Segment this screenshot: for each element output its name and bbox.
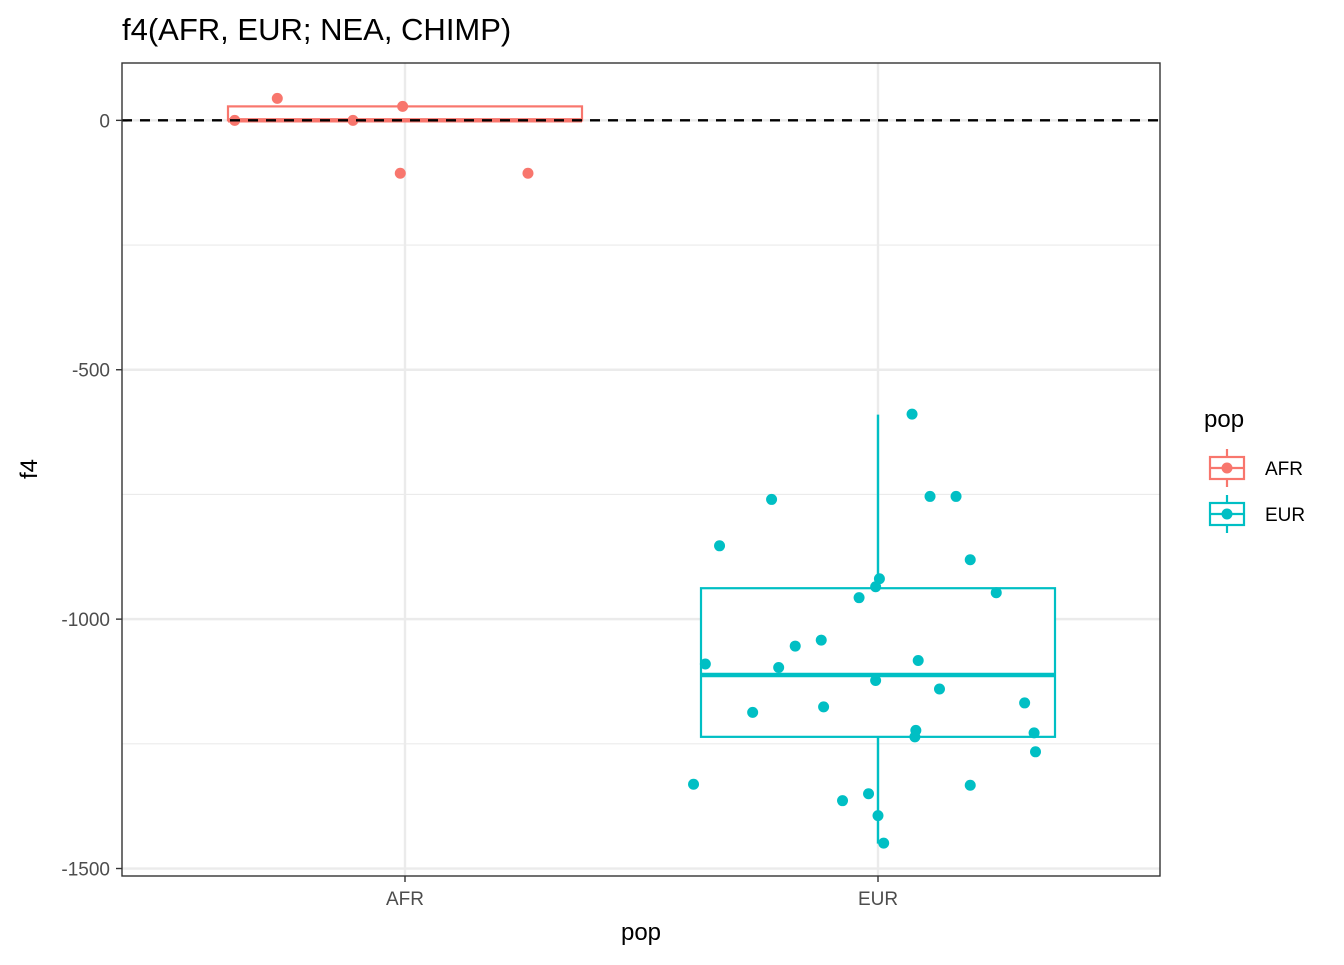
data-point [964, 779, 976, 791]
data-point [872, 810, 884, 822]
data-point [878, 837, 890, 849]
y-tick-label: 0 [99, 111, 110, 132]
data-point [1030, 746, 1042, 758]
data-point [747, 706, 759, 718]
data-point [1019, 697, 1031, 709]
x-axis-label: pop [621, 919, 661, 946]
legend-label: EUR [1265, 505, 1305, 526]
series-afr [229, 92, 534, 179]
chart-title: f4(AFR, EUR; NEA, CHIMP) [122, 12, 511, 47]
data-point [906, 408, 918, 420]
plot-area: 0 -500 -1000 -1500 AFR EUR [61, 62, 1161, 910]
data-point [853, 592, 865, 604]
data-point [522, 167, 534, 179]
data-point [397, 100, 409, 112]
data-point [924, 490, 936, 502]
data-point [870, 674, 882, 686]
data-point [910, 724, 922, 736]
y-tick-label: -1500 [61, 860, 110, 881]
data-point [789, 640, 801, 652]
data-point [990, 587, 1002, 599]
data-point [773, 662, 785, 674]
data-point [818, 701, 830, 713]
data-point [271, 92, 283, 104]
legend: pop AFR EUR [1204, 406, 1305, 533]
y-axis-label: f4 [16, 459, 43, 479]
series-eur [688, 408, 1042, 849]
data-point [714, 540, 726, 552]
data-point [699, 658, 711, 670]
legend-key-point [1221, 462, 1233, 474]
x-tick-label: AFR [386, 889, 424, 910]
legend-entry-afr: AFR [1208, 449, 1303, 487]
data-point [1028, 727, 1040, 739]
legend-title: pop [1204, 406, 1244, 433]
data-point [863, 788, 875, 800]
y-tick-label: -500 [72, 361, 110, 382]
y-tick-label: -1000 [61, 610, 110, 631]
data-point [950, 490, 962, 502]
data-point [347, 114, 359, 126]
data-point [912, 655, 924, 667]
box-eur [699, 414, 1057, 844]
data-point [815, 634, 827, 646]
data-point [688, 778, 700, 790]
data-point [837, 795, 849, 807]
legend-entry-eur: EUR [1208, 495, 1305, 533]
panel-border [121, 62, 1161, 877]
x-tick-label: EUR [858, 889, 898, 910]
data-point [964, 554, 976, 566]
data-point [766, 493, 778, 505]
legend-label: AFR [1265, 459, 1303, 480]
panel-background [122, 63, 1160, 876]
data-point [394, 167, 406, 179]
data-point [933, 683, 945, 695]
legend-key-point [1221, 508, 1233, 520]
data-point [873, 573, 885, 585]
